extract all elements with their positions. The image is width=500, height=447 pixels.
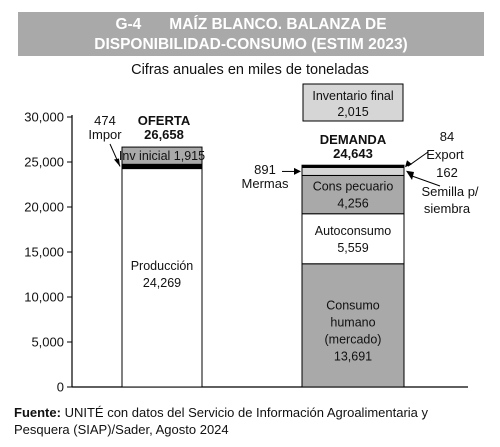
- mermas-arrow-head: [294, 167, 301, 175]
- autoconsumo-label: Autoconsumo: [315, 224, 391, 238]
- demanda-total: 24,643: [333, 146, 373, 161]
- y-tick-label: 25,000: [24, 155, 64, 170]
- inv-inicial-label: Inv inicial 1,915: [119, 149, 205, 163]
- export-value: 84: [440, 129, 454, 144]
- demanda-title: DEMANDA: [320, 132, 387, 147]
- oferta-segment-2: [121, 146, 203, 165]
- chart-title-line1: MAÍZ BLANCO. BALANZA DE: [169, 16, 387, 33]
- inventario-final-box: [302, 83, 404, 122]
- import-label: Impor: [88, 127, 122, 142]
- chart-subtitle: Cifras anuales en miles de toneladas: [131, 62, 369, 78]
- source-note: Fuente: UNITÉ con datos del Servicio de …: [14, 404, 486, 438]
- y-tick-label: 5,000: [31, 335, 64, 350]
- semilla-value: 162: [436, 165, 458, 180]
- oferta-segment-1: [121, 163, 203, 170]
- import-arrow-head: [114, 158, 120, 167]
- mermas-label: Mermas: [242, 176, 289, 191]
- demanda-segment-0: [301, 263, 405, 388]
- consumo-label-2: humano: [330, 315, 375, 329]
- y-tick-label: 15,000: [24, 245, 64, 260]
- consumo-label-3: (mercado): [325, 332, 382, 346]
- y-tick-label: 10,000: [24, 290, 64, 305]
- export-label: Export: [426, 147, 464, 162]
- y-tick-label: 0: [57, 380, 64, 395]
- oferta-segment-0: [121, 168, 203, 388]
- chart-title-line2: DISPONIBILIDAD-CONSUMO (ESTIM 2023): [94, 36, 408, 53]
- import-value: 474: [94, 113, 116, 128]
- source-text: UNITÉ con datos del Servicio de Informac…: [14, 405, 429, 437]
- demanda-segment-5: [301, 164, 405, 167]
- consumo-value: 13,691: [334, 349, 372, 363]
- y-tick-label: 20,000: [24, 200, 64, 215]
- export-arrow-head: [405, 160, 412, 168]
- oferta-total: 26,658: [144, 127, 184, 142]
- autoconsumo-value: 5,559: [337, 241, 368, 255]
- pecuario-value: 4,256: [337, 197, 368, 211]
- demanda-segment-1: [301, 213, 405, 265]
- y-tick-label: 30,000: [24, 110, 64, 125]
- produccion-value: 24,269: [143, 276, 181, 290]
- inventario-final-label: Inventario final: [312, 89, 393, 103]
- demanda-segment-3: [301, 166, 405, 176]
- semilla-arrow-head: [406, 170, 414, 180]
- oferta-title: OFERTA: [138, 113, 191, 128]
- pecuario-label: Cons pecuario: [313, 180, 394, 194]
- chart-title-banner: G-4 MAÍZ BLANCO. BALANZA DE DISPONIBILIDA…: [18, 12, 484, 56]
- semilla-arrow-line: [411, 175, 441, 187]
- semilla-label-2: siembra: [424, 201, 471, 216]
- semilla-label-1: Semilla p/: [421, 184, 478, 199]
- produccion-label: Producción: [131, 259, 194, 273]
- chart-code: G-4: [115, 16, 142, 33]
- demanda-segment-2: [301, 174, 405, 215]
- inventario-final-value: 2,015: [337, 105, 368, 119]
- consumo-label-1: Consumo: [326, 298, 380, 312]
- source-label: Fuente:: [14, 405, 61, 420]
- mermas-value: 891: [254, 162, 276, 177]
